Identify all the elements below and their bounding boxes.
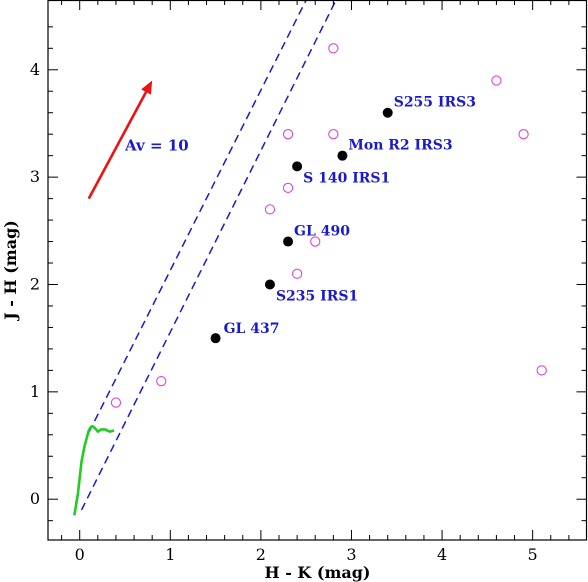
- av-label: Av = 10: [124, 136, 189, 154]
- filled-point: [264, 279, 275, 290]
- open-point: [156, 375, 167, 387]
- open-point: [110, 397, 122, 408]
- open-point: [264, 204, 276, 215]
- plot-border: [47, 0, 588, 541]
- marks-layer: Av = 10 S255 IRS3 Mon R2 IRS3 S 140 IRS1 GL …: [73, 0, 547, 516]
- open-point: [310, 236, 321, 247]
- plot-frame: [47, 0, 588, 541]
- y-axis-label: J - H (mag): [1, 220, 20, 322]
- open-point: [328, 43, 339, 54]
- y-tick-label: 1: [30, 382, 40, 401]
- open-point: [328, 129, 339, 140]
- y-tick-label: 4: [30, 60, 40, 79]
- source-label: Mon R2 IRS3: [348, 138, 452, 154]
- x-tick-label: 4: [437, 545, 447, 564]
- y-tick-label: 2: [30, 274, 40, 293]
- open-point: [491, 75, 502, 86]
- filled-point: [337, 150, 348, 161]
- open-point: [282, 129, 294, 140]
- reddening-vector-head: [141, 80, 153, 95]
- main-sequence-curve: [73, 424, 115, 516]
- y-tick-label: 3: [30, 167, 40, 186]
- reddening-line-1: [88, 0, 307, 433]
- x-tick-label: 1: [165, 545, 175, 564]
- x-tick-label: 0: [75, 545, 85, 564]
- x-tick-label: 2: [256, 545, 266, 564]
- filled-point: [292, 161, 303, 172]
- source-label: GL 490: [294, 224, 350, 240]
- filled-point: [382, 107, 393, 118]
- reddening-vector-shaft: [87, 91, 148, 200]
- open-point: [536, 365, 547, 376]
- source-label: GL 437: [224, 321, 280, 337]
- source-label: S255 IRS3: [394, 95, 476, 111]
- y-tick-label: 0: [30, 489, 40, 508]
- open-point: [291, 268, 303, 279]
- open-point: [518, 129, 529, 140]
- filled-point: [283, 236, 294, 247]
- axis-ticks: 0 1 2 3 4 5 0 1 2 3 4: [30, 0, 587, 564]
- source-label: S235 IRS1: [276, 288, 358, 304]
- open-point: [282, 182, 294, 194]
- reddening-line-2: [80, 0, 337, 511]
- filled-point: [210, 333, 221, 344]
- x-tick-label: 5: [528, 545, 538, 564]
- source-label: S 140 IRS1: [303, 170, 390, 186]
- x-tick-label: 3: [346, 545, 356, 564]
- x-axis-label: H - K (mag): [265, 563, 371, 582]
